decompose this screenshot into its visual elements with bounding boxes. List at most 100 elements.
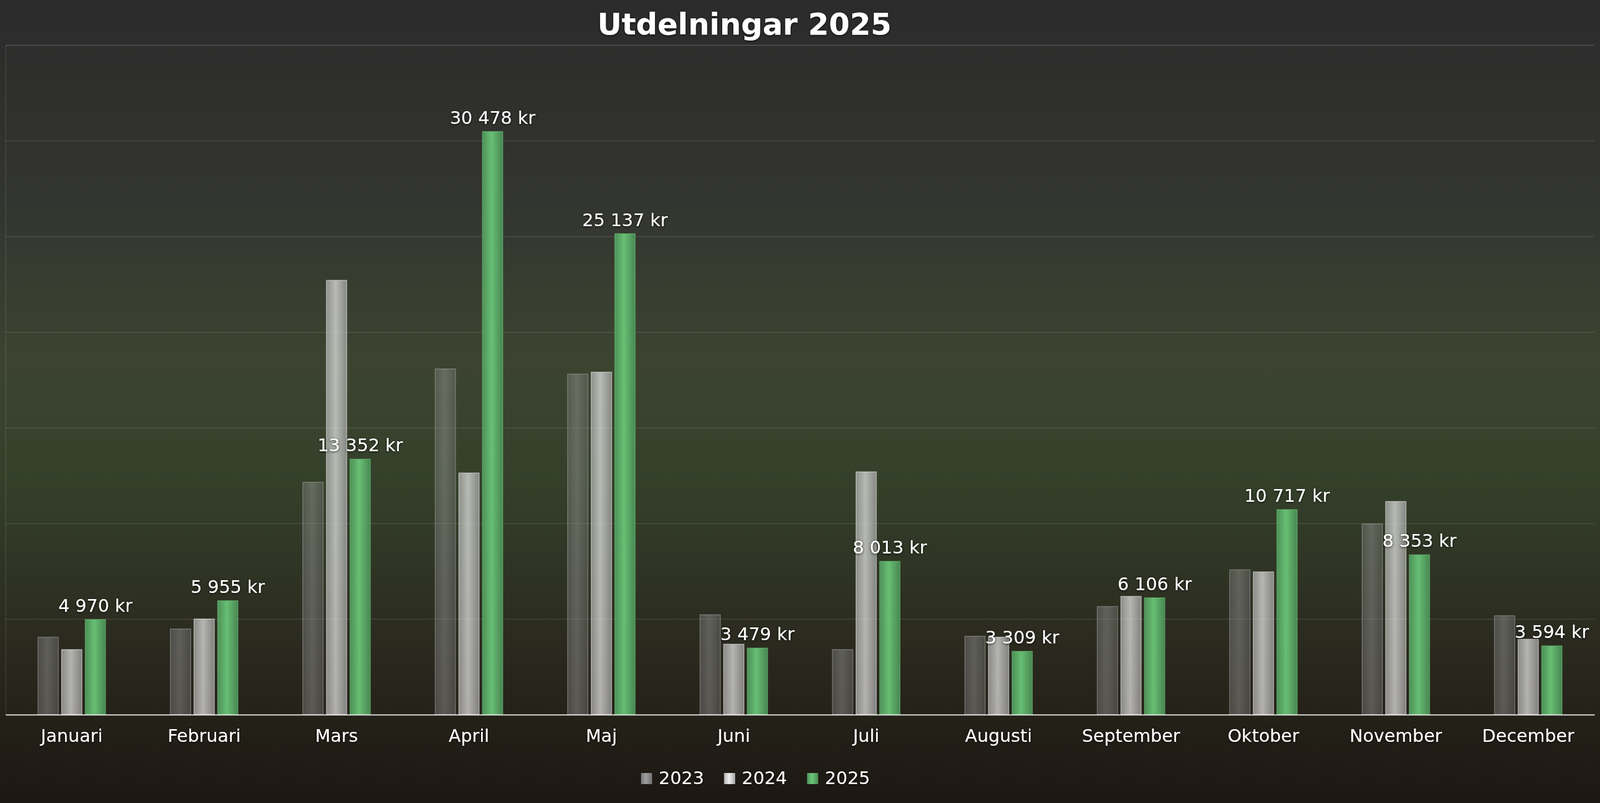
grid-line <box>5 714 1595 716</box>
legend-swatch <box>641 772 653 784</box>
bar <box>326 280 348 715</box>
x-tick-label: November <box>1349 725 1443 747</box>
x-axis-line <box>6 714 1595 716</box>
x-tick: Oktober <box>1227 714 1300 747</box>
data-label: 3 309 kr <box>985 626 1060 648</box>
data-label: 8 013 kr <box>852 536 928 558</box>
x-tick: Mars <box>315 714 358 747</box>
bar <box>591 372 612 715</box>
legend-item: 2025 <box>807 767 870 789</box>
x-tick-label: Augusti <box>965 725 1033 747</box>
bar <box>217 600 239 715</box>
legend-swatch <box>723 772 735 784</box>
bar <box>61 649 83 715</box>
x-tick: Maj <box>585 714 617 747</box>
x-tick-label: Maj <box>585 725 617 747</box>
series-2 <box>85 131 1562 715</box>
grid-line <box>5 45 1595 47</box>
x-tick: September <box>1081 714 1181 747</box>
legend-item: 2024 <box>723 767 787 789</box>
bar <box>1276 509 1298 715</box>
x-tick-label: April <box>448 725 490 747</box>
x-tick-label: Juni <box>716 725 750 747</box>
bar <box>1012 651 1033 715</box>
x-tick-label: Juli <box>851 725 880 747</box>
x-tick: Juni <box>716 714 750 747</box>
y-axis-line <box>6 45 1595 715</box>
grid-line <box>5 427 1595 429</box>
bar <box>1409 554 1430 715</box>
bar <box>1494 615 1515 715</box>
x-tick-label: Februari <box>167 725 242 747</box>
plot: 4 970 kr 5 955 kr 13 352 kr 30 478 kr 25 137… <box>5 45 1595 747</box>
x-tick-label: Mars <box>315 725 358 747</box>
data-label: 3 479 kr <box>720 623 795 645</box>
x-tick: Augusti <box>965 714 1033 747</box>
grid-line <box>5 236 1595 238</box>
y-tick <box>5 140 1595 142</box>
bar <box>747 647 768 715</box>
data-label: 3 594 kr <box>1515 621 1590 643</box>
data-label: 30 478 kr <box>450 107 537 129</box>
bars <box>37 131 1562 715</box>
bar <box>1229 569 1250 715</box>
x-tick-label: December <box>1482 725 1575 747</box>
legend-item: 2023 <box>641 767 704 789</box>
bar <box>435 368 456 715</box>
y-axis <box>5 45 1595 715</box>
data-label: 6 106 kr <box>1117 573 1193 595</box>
legend-label: 2024 <box>741 767 787 789</box>
y-tick <box>5 236 1595 237</box>
legend: 2023 2024 2025 <box>641 767 870 789</box>
chart: 4 970 kr 5 955 kr 13 352 kr 30 478 kr 25 137… <box>0 0 1600 803</box>
grid-line <box>5 140 1595 142</box>
data-label: 10 717 kr <box>1244 485 1331 507</box>
legend-swatch <box>807 772 819 784</box>
bar <box>350 458 371 715</box>
data-labels: 4 970 kr 5 955 kr 13 352 kr 30 478 kr 25 137… <box>58 107 1590 648</box>
data-label: 4 970 kr <box>58 595 133 617</box>
bar <box>988 637 1009 715</box>
x-tick: November <box>1349 714 1443 747</box>
data-label: 8 353 kr <box>1382 530 1457 552</box>
bar <box>832 649 853 715</box>
bar <box>1097 606 1118 715</box>
data-label: 13 352 kr <box>317 434 404 456</box>
grid-line <box>5 522 1595 524</box>
bar <box>37 637 59 715</box>
y-tick <box>5 523 1595 524</box>
bar <box>1144 597 1165 715</box>
grid-line <box>5 331 1595 333</box>
y-tick <box>5 714 1595 715</box>
bar <box>567 373 589 715</box>
series-0 <box>37 368 1515 715</box>
bar <box>1362 523 1383 715</box>
bar <box>482 131 503 715</box>
bar <box>1518 638 1539 715</box>
bar <box>879 561 900 715</box>
bar <box>85 619 106 715</box>
bar <box>1541 645 1563 715</box>
bar <box>302 482 324 715</box>
bar <box>856 471 877 715</box>
x-tick: Februari <box>167 714 242 747</box>
bar <box>723 643 745 715</box>
y-tick <box>5 427 1595 429</box>
x-tick: April <box>448 714 490 747</box>
bar <box>615 233 636 715</box>
bar <box>458 472 480 715</box>
bar <box>1121 596 1142 715</box>
x-axis: Januari Februari Mars April Maj Juni Juli Augus… <box>6 714 1595 747</box>
bar <box>193 618 215 715</box>
x-tick-label: Januari <box>40 725 103 747</box>
data-label: 5 955 kr <box>190 576 265 598</box>
grid-line <box>5 618 1595 620</box>
y-tick <box>5 45 1595 46</box>
legend-label: 2023 <box>658 767 704 789</box>
x-tick: Januari <box>40 714 103 747</box>
x-tick-label: September <box>1081 725 1181 747</box>
y-tick <box>5 618 1595 620</box>
x-tick-label: Oktober <box>1227 725 1300 747</box>
y-tick <box>5 331 1595 333</box>
data-label: 25 137 kr <box>582 209 669 231</box>
